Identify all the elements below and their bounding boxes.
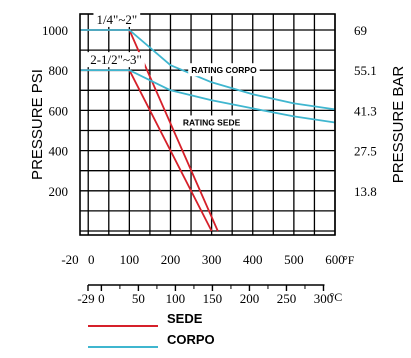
size-label-background bbox=[87, 52, 145, 68]
annotation-label: RATING SEDE bbox=[183, 117, 241, 127]
celsius-tick-label: 0 bbox=[98, 291, 105, 306]
fahrenheit-tick-label: 400 bbox=[243, 252, 263, 267]
psi-tick-label: 400 bbox=[49, 144, 69, 159]
size-label: 2-1/2"~3" bbox=[90, 52, 142, 67]
y-axis-title-left: PRESSURE PSI bbox=[29, 69, 46, 180]
annotation-label: RATING CORPO bbox=[191, 65, 257, 75]
plot-frame bbox=[79, 13, 336, 236]
legend-label-corpo: CORPO bbox=[167, 332, 215, 347]
annotation-background bbox=[188, 63, 260, 77]
legend-label-sede: SEDE bbox=[167, 311, 203, 326]
series-line-corpo-4 bbox=[80, 69, 336, 124]
bar-tick-label: 69 bbox=[354, 23, 367, 38]
plot-border bbox=[79, 13, 336, 236]
annotation-background bbox=[179, 115, 244, 129]
fahrenheit-tick-label: 0 bbox=[88, 252, 95, 267]
celsius-tick-label: -29 bbox=[77, 291, 94, 306]
celsius-tick-label: 50 bbox=[132, 291, 145, 306]
psi-tick-label: 200 bbox=[49, 184, 69, 199]
psi-tick-label: 1000 bbox=[42, 23, 68, 38]
celsius-tick-label: 300 bbox=[314, 291, 334, 306]
celsius-unit: °C bbox=[329, 290, 342, 304]
fahrenheit-tick-label: 300 bbox=[202, 252, 222, 267]
series-line-corpo-3 bbox=[80, 29, 336, 111]
psi-tick-label: 800 bbox=[49, 63, 69, 78]
celsius-tick-label: 200 bbox=[240, 291, 260, 306]
bar-tick-label: 27.5 bbox=[354, 144, 377, 159]
bar-tick-label: 41.3 bbox=[354, 103, 377, 118]
fahrenheit-tick-label: 100 bbox=[120, 252, 140, 267]
fahrenheit-tick-label: 600 bbox=[325, 252, 345, 267]
size-label-background bbox=[93, 11, 141, 27]
series-lines bbox=[80, 29, 336, 232]
celsius-tick-label: 250 bbox=[277, 291, 297, 306]
bar-tick-label: 13.8 bbox=[354, 184, 377, 199]
y-axis-title-right: PRESSURE BAR bbox=[390, 66, 407, 184]
celsius-tick-label: 150 bbox=[203, 291, 223, 306]
fahrenheit-tick-label: 200 bbox=[161, 252, 181, 267]
celsius-tick-label: 100 bbox=[166, 291, 186, 306]
fahrenheit-tick-label: 500 bbox=[284, 252, 304, 267]
fahrenheit-tick-label: -20 bbox=[61, 252, 78, 267]
bar-tick-label: 55.1 bbox=[354, 63, 377, 78]
legend: SEDE CORPO bbox=[88, 311, 215, 348]
labels: 10008006004002006955.141.327.513.8PRESSU… bbox=[29, 11, 407, 306]
size-label: 1/4"~2" bbox=[96, 12, 137, 27]
psi-tick-label: 600 bbox=[49, 103, 69, 118]
fahrenheit-unit: °F bbox=[343, 253, 355, 267]
